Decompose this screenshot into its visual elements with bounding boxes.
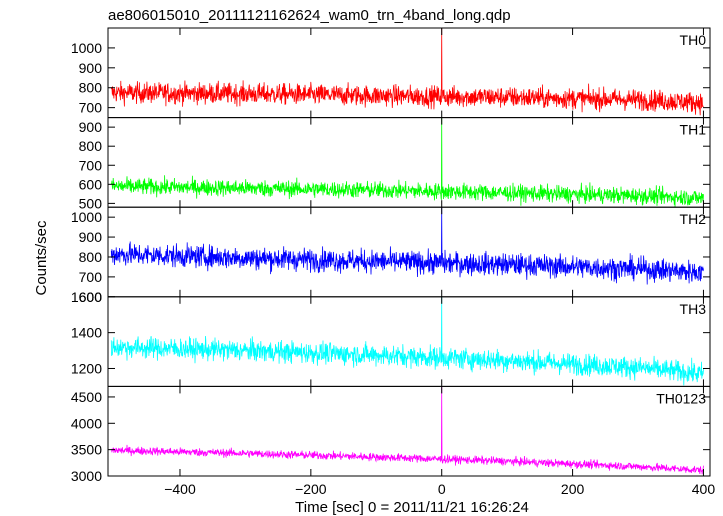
y-tick-label: 800 bbox=[79, 138, 103, 154]
chart-title: ae806015010_20111121162624_wam0_trn_4ban… bbox=[108, 7, 511, 24]
panel-label-th3: TH3 bbox=[680, 301, 707, 317]
y-tick-label: 1000 bbox=[71, 209, 102, 225]
series-line-th2 bbox=[110, 207, 704, 285]
x-axis-label: Time [sec] 0 = 2011/11/21 16:26:24 bbox=[295, 499, 529, 516]
y-tick-label: 1000 bbox=[71, 40, 102, 56]
y-tick-label: 4500 bbox=[71, 389, 102, 405]
series-line-th3 bbox=[110, 296, 704, 386]
y-tick-label: 600 bbox=[79, 289, 103, 305]
panel-frame-th1 bbox=[107, 117, 711, 208]
series-line-th1 bbox=[110, 117, 704, 208]
panels-group: 700 800 900 1000 TH0 500 600 700 800 900 TH1 600 700… bbox=[71, 27, 716, 497]
panel-label-th0123: TH0123 bbox=[656, 390, 706, 406]
x-tick-label: 0 bbox=[438, 481, 446, 497]
panel-label-th2: TH2 bbox=[680, 211, 707, 227]
series-line-th0123 bbox=[111, 386, 704, 475]
y-axis-label: Counts/sec bbox=[33, 220, 50, 296]
y-tick-label: 600 bbox=[79, 176, 103, 192]
panel-label-th1: TH1 bbox=[680, 122, 707, 138]
panel-frame-th0123 bbox=[107, 385, 711, 477]
x-tick-label: 200 bbox=[561, 481, 585, 497]
y-tick-label: 3500 bbox=[71, 442, 102, 458]
panel-frame-th3 bbox=[107, 296, 711, 387]
y-tick-label: 800 bbox=[79, 80, 103, 96]
y-tick-label: 1600 bbox=[71, 289, 102, 305]
y-tick-label: 500 bbox=[79, 195, 103, 211]
x-tick-label: −400 bbox=[164, 481, 196, 497]
y-tick-label: 800 bbox=[79, 249, 103, 265]
y-tick-label: 900 bbox=[79, 119, 103, 135]
x-tick-label: 400 bbox=[692, 481, 716, 497]
y-tick-label: 1200 bbox=[71, 360, 102, 376]
y-tick-label: 700 bbox=[79, 269, 103, 285]
panel-frame-th0 bbox=[107, 27, 711, 119]
y-tick-label: 900 bbox=[79, 60, 103, 76]
y-tick-label: 700 bbox=[79, 100, 103, 116]
y-tick-label: 4000 bbox=[71, 415, 102, 431]
y-tick-label: 3000 bbox=[71, 468, 102, 484]
x-tick-label: −200 bbox=[295, 481, 327, 497]
y-tick-label: 1400 bbox=[71, 325, 102, 341]
y-tick-label: 700 bbox=[79, 157, 103, 173]
panel-label-th0: TH0 bbox=[680, 32, 707, 48]
series-line-th0 bbox=[110, 28, 704, 116]
y-tick-label: 900 bbox=[79, 229, 103, 245]
